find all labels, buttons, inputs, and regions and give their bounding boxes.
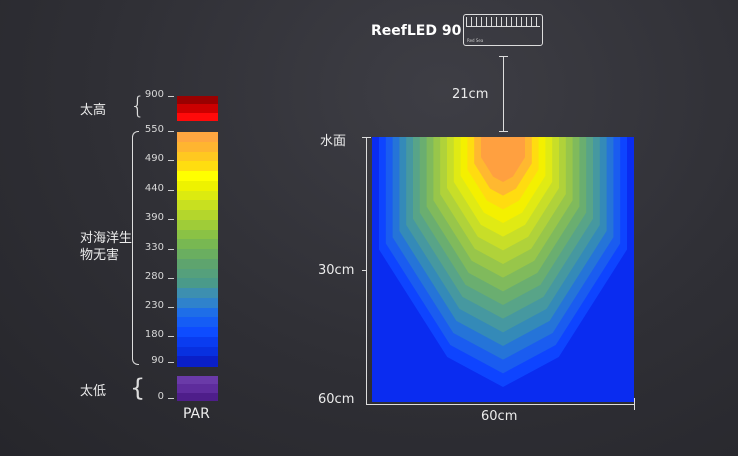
legend-tick-mark [168, 249, 174, 250]
width-axis [366, 404, 635, 405]
legend-tick-label: 390 [144, 212, 164, 223]
depth-surface-label: 水面 [320, 134, 347, 149]
width-label: 60cm [481, 409, 518, 424]
legend-low-swatch [177, 392, 218, 402]
legend-safe-swatch [177, 132, 218, 143]
legend-tick-mark [168, 398, 174, 399]
legend-tick-label: 230 [144, 300, 164, 311]
legend-safe-swatch [177, 210, 218, 221]
legend-tick-mark [168, 336, 174, 337]
legend-safe-swatch [177, 268, 218, 279]
legend-tick-mark [168, 278, 174, 279]
brace-low: { [130, 374, 146, 402]
legend-safe-swatch [177, 297, 218, 308]
legend-safe-swatch [177, 336, 218, 347]
legend-safe-swatch [177, 327, 218, 338]
legend-safe-swatch [177, 317, 218, 328]
brace-high: { [130, 92, 146, 120]
legend-safe-swatch [177, 278, 218, 289]
legend-tick-label: 280 [144, 271, 164, 282]
legend-tick-label: 550 [144, 124, 164, 135]
legend-tick-mark [168, 160, 174, 161]
legend-safe-swatch [177, 229, 218, 240]
legend-safe-swatch [177, 346, 218, 357]
led-fixture-icon: Red Sea [463, 14, 543, 46]
legend-high-swatch [177, 96, 218, 105]
legend-safe-swatch [177, 200, 218, 211]
legend-tick-mark [168, 131, 174, 132]
heatmap-contour [481, 137, 525, 182]
legend-safe-swatch [177, 288, 218, 299]
legend-tick-label: 440 [144, 183, 164, 194]
legend-high-swatch [177, 112, 218, 122]
legend-safe-swatch [177, 307, 218, 318]
legend-tick-label: 490 [144, 153, 164, 164]
legend-safe-swatch [177, 180, 218, 191]
too-high-label: 太高 [80, 103, 107, 118]
legend-tick-label: 90 [151, 355, 164, 366]
legend-tick-mark [168, 219, 174, 220]
legend-safe-swatch [177, 190, 218, 201]
legend-tick-mark [168, 190, 174, 191]
legend-tick-mark [168, 96, 174, 97]
brace-safe [132, 131, 139, 365]
legend-safe-swatch [177, 249, 218, 260]
legend-low-swatch [177, 376, 218, 385]
too-low-label: 太低 [80, 384, 107, 399]
legend-tick-label: 900 [144, 89, 164, 100]
legend-safe-swatch [177, 219, 218, 230]
legend-safe-swatch [177, 151, 218, 162]
depth-mid-label: 30cm [318, 263, 355, 278]
legend-tick-mark [168, 362, 174, 363]
legend-low-swatch [177, 384, 218, 394]
legend-safe-swatch [177, 258, 218, 269]
device-tag: Red Sea [467, 38, 484, 43]
par-unit-label: PAR [183, 406, 210, 422]
legend-tick-label: 180 [144, 329, 164, 340]
safe-label: 对海洋生物无害 [80, 231, 133, 263]
distance-label: 21cm [452, 87, 489, 102]
legend-tick-label: 330 [144, 242, 164, 253]
legend-safe-swatch [177, 141, 218, 152]
legend-tick-label: 0 [157, 391, 164, 402]
legend-safe-swatch [177, 171, 218, 182]
legend-safe-swatch [177, 239, 218, 250]
distance-line [503, 56, 504, 132]
depth-bottom-label: 60cm [318, 392, 355, 407]
legend-tick-mark [168, 307, 174, 308]
legend-high-swatch [177, 104, 218, 114]
legend-safe-swatch [177, 161, 218, 172]
legend-safe-swatch [177, 356, 218, 367]
device-name: ReefLED 90 [371, 23, 462, 39]
